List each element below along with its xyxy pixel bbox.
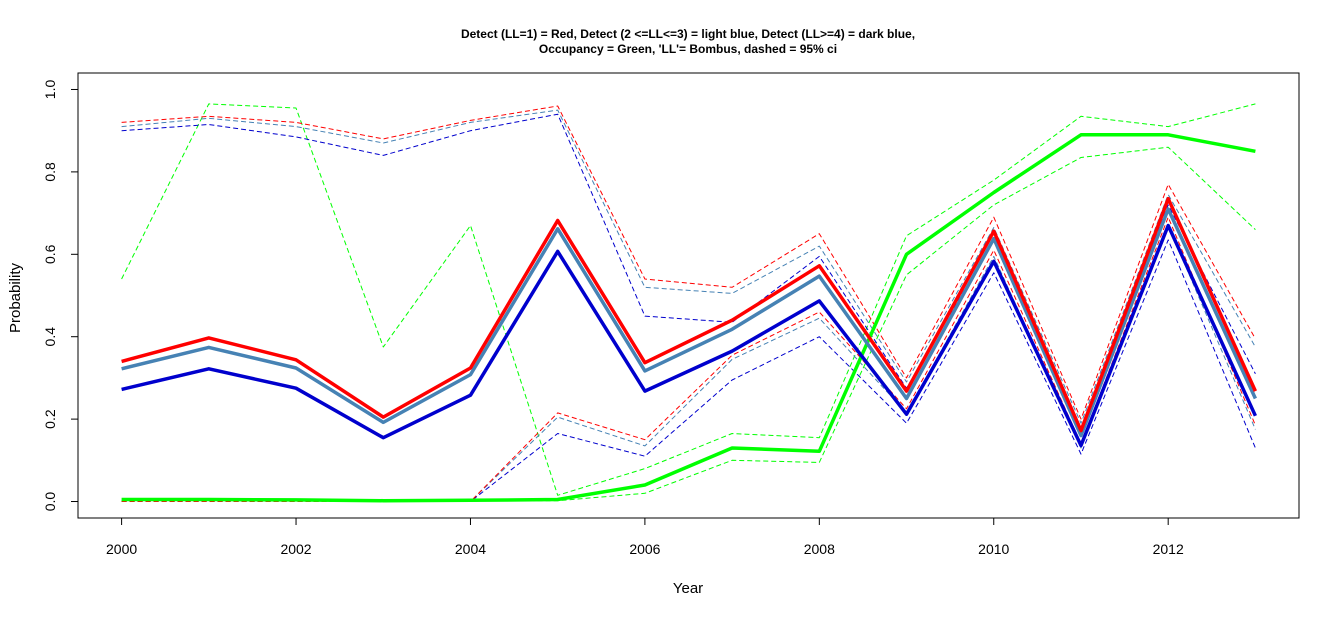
ci-line-3	[121, 225, 1256, 502]
estimate-line-9	[121, 223, 1257, 448]
series-layer	[121, 103, 1257, 503]
x-tick-label: 2008	[804, 541, 835, 557]
estimate-line-10	[121, 207, 1257, 438]
ci-line-2	[121, 109, 1256, 424]
estimate-line-8	[121, 133, 1256, 503]
y-tick-label: 0.4	[42, 327, 58, 347]
x-axis-label: Year	[673, 580, 703, 597]
y-tick-label: 0.6	[42, 244, 58, 264]
x-tick-label: 2004	[455, 541, 486, 557]
x-tick-label: 2012	[1153, 541, 1184, 557]
x-tick-label: 2002	[280, 541, 311, 557]
estimate-line-11	[121, 196, 1257, 433]
y-axis-label: Probability	[7, 262, 24, 333]
y-tick-label: 0.2	[42, 409, 58, 429]
x-axis: 2000 2002 2004 2006 2008 2010 2012	[106, 517, 1184, 557]
y-axis: 0.0 0.2 0.4 0.6 0.8 1.0	[42, 80, 79, 512]
x-tick-label: 2010	[978, 541, 1009, 557]
x-tick-label: 2006	[629, 541, 660, 557]
y-tick-label: 0.0	[42, 492, 58, 512]
y-tick-label: 0.8	[42, 162, 58, 182]
chart-title-line-2: Occupancy = Green, 'LL'= Bombus, dashed …	[539, 42, 837, 56]
ci-line-1	[121, 146, 1256, 502]
chart-title-line-1: Detect (LL=1) = Red, Detect (2 <=LL<=3) …	[461, 27, 915, 41]
ci-line-4	[121, 113, 1256, 432]
x-tick-label: 2000	[106, 541, 137, 557]
ci-line-0	[121, 103, 1256, 496]
y-tick-label: 1.0	[42, 80, 58, 100]
